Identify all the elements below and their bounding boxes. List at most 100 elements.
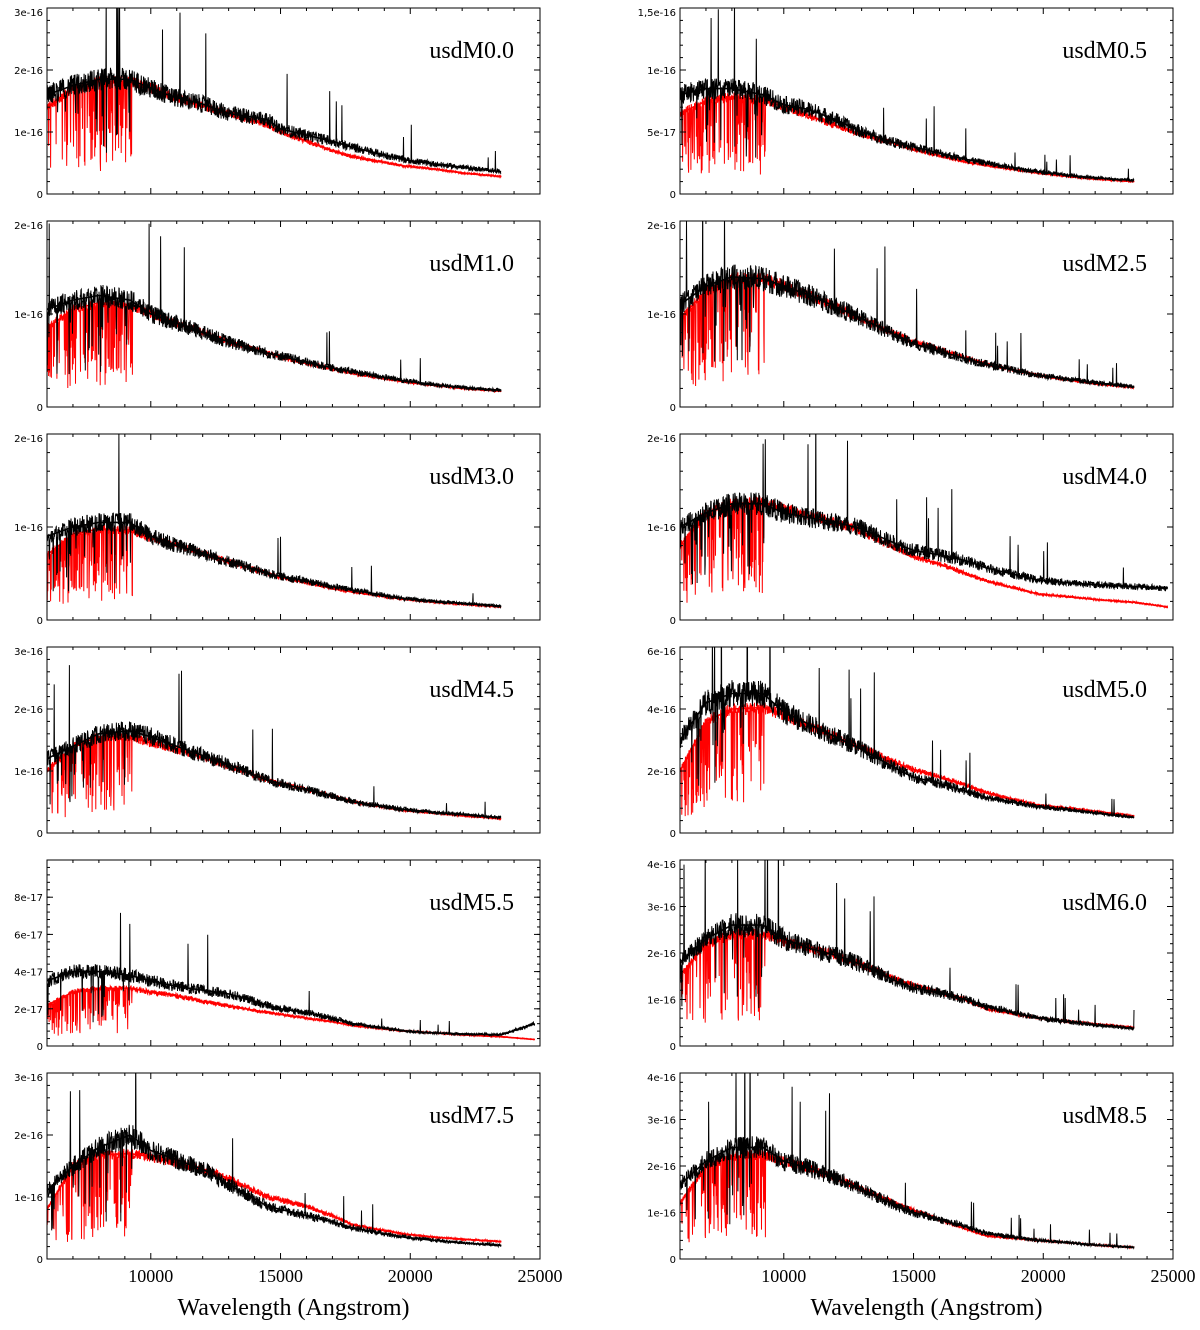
observed-continuum-usdM6.0: [680, 924, 1135, 1030]
ytick-label: 6e-17: [14, 930, 43, 941]
ytick-label: 3e-16: [647, 1116, 676, 1127]
panel-usdM5.5: 0 2e-17 4e-17 6e-17 8e-17 usdM5.5: [14, 859, 541, 1053]
model-spectrum-usdM1.0: [47, 298, 502, 394]
xtick-label: 15000: [891, 1266, 936, 1286]
panel-label: usdM1.0: [429, 251, 514, 277]
ytick-label: 0: [670, 616, 676, 627]
panel-frame: [679, 7, 1174, 195]
xtick-label: 25000: [1151, 1266, 1196, 1286]
panel-label: usdM3.0: [429, 464, 514, 490]
plot-area: [47, 8, 502, 180]
ytick-label: 1e-16: [14, 128, 43, 139]
panel-usdM4.5: 0 1e-16 2e-16 3e-16 usdM4.5: [14, 646, 541, 840]
observed-continuum-usdM0.5: [680, 87, 1135, 182]
ytick-label: 0: [670, 190, 676, 201]
panel-frame: [679, 646, 1174, 834]
panel-label: usdM8.5: [1062, 1103, 1147, 1129]
ytick-label: 1e-16: [647, 66, 676, 77]
panel-label: usdM5.5: [429, 890, 514, 916]
ytick-label: 5e-17: [647, 128, 676, 139]
observed-continuum-usdM7.5: [47, 1134, 502, 1247]
panel-label: usdM7.5: [429, 1103, 514, 1129]
observed-spectrum-usdM7.5: [47, 1073, 502, 1249]
observed-continuum-usdM1.0: [47, 294, 502, 392]
ytick-label: 0: [670, 403, 676, 414]
observed-spectrum-usdM0.0: [47, 8, 502, 175]
panel-usdM2.5: 0 1e-16 2e-16 usdM2.5: [647, 220, 1174, 414]
ytick-label: 0: [670, 1042, 676, 1053]
ytick-label: 4e-17: [14, 968, 43, 979]
ytick-label: 2e-17: [14, 1005, 43, 1016]
ytick-label: 0: [37, 403, 43, 414]
ytick-label: 0: [670, 1255, 676, 1266]
observed-spectrum-usdM5.0: [680, 647, 1135, 820]
panel-usdM0.5: 0 5e-17 1e-16 1,5e-16 usdM0.5: [638, 7, 1174, 201]
plot-area: [680, 1073, 1135, 1251]
ytick-label: 2e-16: [14, 1131, 43, 1142]
x-axis-title: Wavelength (Angstrom): [177, 1295, 409, 1321]
ytick-label: 4e-16: [647, 860, 676, 871]
observed-spectrum-usdM8.5: [680, 1073, 1135, 1251]
ytick-label: 1e-16: [647, 523, 676, 534]
model-spectrum-usdM7.5: [47, 1148, 502, 1244]
ytick-label: 2e-16: [647, 221, 676, 232]
panel-usdM5.0: 0 2e-16 4e-16 6e-16 usdM5.0: [647, 646, 1174, 840]
ytick-label: 2e-16: [647, 434, 676, 445]
ytick-label: 4e-16: [647, 705, 676, 716]
ytick-label: 2e-16: [14, 66, 43, 77]
panel-label: usdM4.0: [1062, 464, 1147, 490]
ytick-label: 8e-17: [14, 893, 43, 904]
observed-continuum-usdM3.0: [47, 521, 502, 607]
ytick-label: 6e-16: [647, 647, 676, 658]
xtick-label: 25000: [518, 1266, 563, 1286]
ytick-label: 1e-16: [647, 1209, 676, 1220]
observed-continuum-usdM0.0: [47, 78, 502, 173]
panel-label: usdM2.5: [1062, 251, 1147, 277]
model-continuum-usdM7.5: [47, 1152, 502, 1243]
ytick-label: 3e-16: [14, 8, 43, 19]
ytick-label: 0: [37, 190, 43, 201]
plot-area: [47, 223, 502, 394]
panel-usdM7.5: 0 1e-16 2e-16 3e-16 usdM7.5 10000 15000 20000 25…: [14, 1072, 563, 1321]
xtick-label: 10000: [128, 1266, 173, 1286]
observed-continuum-usdM4.5: [47, 729, 502, 819]
plot-area: [47, 1073, 502, 1249]
panel-frame: [46, 1072, 541, 1260]
ytick-label: 2e-16: [647, 949, 676, 960]
model-spectrum-usdM4.5: [47, 731, 502, 821]
ytick-label: 1e-16: [14, 310, 43, 321]
ytick-label: 0: [670, 829, 676, 840]
panel-label: usdM4.5: [429, 677, 514, 703]
ytick-label: 2e-16: [647, 1162, 676, 1173]
ytick-label: 0: [37, 829, 43, 840]
observed-continuum-usdM2.5: [680, 275, 1135, 388]
x-axis-title: Wavelength (Angstrom): [810, 1295, 1042, 1321]
model-spectrum-usdM8.5: [680, 1148, 1135, 1250]
observed-spectrum-usdM6.0: [680, 860, 1135, 1031]
panel-frame: [46, 7, 541, 195]
model-spectrum-usdM5.0: [680, 702, 1135, 820]
observed-spectrum-usdM0.5: [680, 8, 1135, 184]
ytick-label: 1e-16: [647, 310, 676, 321]
ytick-label: 1e-16: [14, 767, 43, 778]
plot-area: [680, 8, 1135, 184]
panel-label: usdM0.5: [1062, 38, 1147, 64]
ytick-label: 0: [37, 1042, 43, 1053]
panel-usdM6.0: 0 1e-16 2e-16 3e-16 4e-16 usdM6.0: [647, 859, 1174, 1053]
plot-area: [680, 647, 1135, 820]
ytick-label: 2e-16: [647, 767, 676, 778]
panel-label: usdM0.0: [429, 38, 514, 64]
ytick-label: 3e-16: [14, 1073, 43, 1084]
panel-frame: [679, 220, 1174, 408]
ytick-label: 1e-16: [647, 996, 676, 1007]
xtick-label: 15000: [258, 1266, 303, 1286]
plot-area: [680, 860, 1135, 1031]
panel-usdM8.5: 0 1e-16 2e-16 3e-16 4e-16 usdM8.5 10000 15000 20…: [647, 1072, 1196, 1321]
ytick-label: 2e-16: [14, 705, 43, 716]
observed-spectrum-usdM3.0: [47, 434, 502, 610]
ytick-label: 0: [37, 1255, 43, 1266]
ytick-label: 1e-16: [14, 523, 43, 534]
ytick-label: 4e-16: [647, 1073, 676, 1084]
panel-usdM1.0: 0 1e-16 2e-16 usdM1.0: [14, 220, 541, 414]
